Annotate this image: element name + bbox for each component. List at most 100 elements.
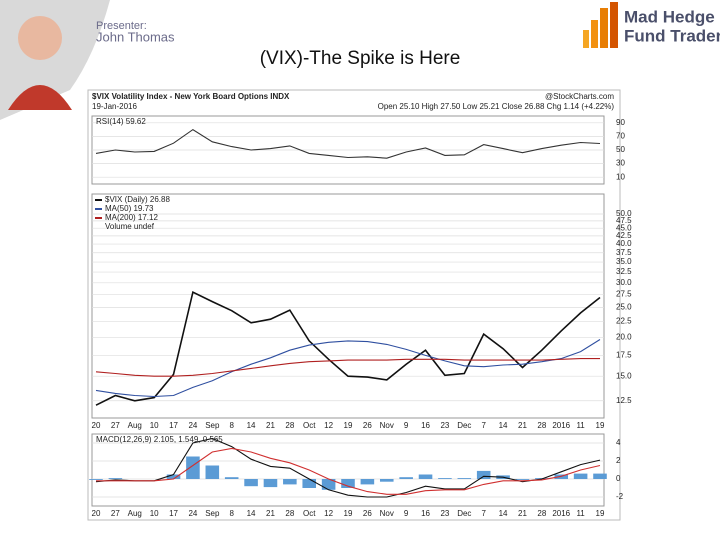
- photo-body: [8, 85, 72, 110]
- histogram-bar: [166, 474, 181, 479]
- x-tick-label: 9: [404, 509, 409, 518]
- histogram-bar: [360, 479, 375, 485]
- y-tick-label: 90: [616, 118, 625, 127]
- histogram-bar: [321, 479, 336, 490]
- chart-source: @StockCharts.com: [545, 92, 614, 101]
- histogram-bar: [263, 479, 278, 488]
- chart-quote: Open 25.10 High 27.50 Low 25.21 Close 26…: [378, 102, 615, 111]
- histogram-bar: [341, 479, 355, 488]
- series-line: [95, 290, 601, 406]
- x-tick-label: Aug: [128, 421, 142, 430]
- histogram-bar: [476, 470, 491, 479]
- x-tick-label: Oct: [303, 421, 316, 430]
- x-tick-label: 21: [266, 509, 275, 518]
- y-tick-label: 10: [616, 172, 625, 181]
- x-tick-label: 14: [499, 421, 508, 430]
- x-tick-label: Sep: [205, 421, 220, 430]
- y-tick-label: 15.0: [616, 371, 632, 380]
- legend-note: Volume undef: [105, 222, 155, 231]
- x-tick-label: Nov: [380, 421, 394, 430]
- x-tick-label: 26: [363, 509, 372, 518]
- histogram-bar: [108, 478, 123, 479]
- panel-frame: [91, 433, 605, 507]
- y-tick-label: 27.5: [616, 290, 632, 299]
- chart-date: 19-Jan-2016: [92, 102, 137, 111]
- x-tick-label: 21: [266, 421, 275, 430]
- x-tick-label: 17: [169, 421, 178, 430]
- logo-mark: [583, 2, 618, 48]
- x-tick-label: 8: [229, 421, 234, 430]
- x-tick-label: Aug: [128, 509, 142, 518]
- histogram-bar: [457, 478, 472, 479]
- x-tick-label: 14: [247, 509, 256, 518]
- histogram-bar: [399, 477, 413, 479]
- y-tick-label: 0: [616, 474, 621, 483]
- x-tick-label: Nov: [380, 509, 394, 518]
- x-tick-label: 7: [481, 421, 486, 430]
- y-tick-label: 47.5: [616, 216, 632, 225]
- histogram-bar: [302, 479, 317, 488]
- panel-frame: [91, 193, 605, 419]
- y-tick-label: 50: [616, 145, 625, 154]
- x-tick-label: 21: [518, 421, 527, 430]
- presenter-label: Presenter:: [96, 20, 147, 32]
- y-tick-label: 22.5: [616, 317, 632, 326]
- y-tick-label: 25.0: [616, 302, 632, 311]
- y-tick-label: 4: [616, 438, 621, 447]
- x-tick-label: 19: [344, 421, 353, 430]
- x-tick-label: 16: [421, 421, 430, 430]
- x-tick-label: 12: [324, 421, 333, 430]
- x-tick-label: 28: [285, 509, 294, 518]
- x-tick-label: Oct: [303, 509, 316, 518]
- logo-line2: Fund Trader: [624, 26, 720, 45]
- x-tick-label: 20: [92, 421, 101, 430]
- x-tick-label: 26: [363, 421, 372, 430]
- legend-text: RSI(14) 59.62: [96, 117, 146, 126]
- y-tick-label: 20.0: [616, 333, 632, 342]
- y-tick-label: 30.0: [616, 278, 632, 287]
- histogram-bar: [418, 474, 433, 479]
- histogram-bar: [379, 479, 394, 482]
- x-tick-label: 2016: [552, 509, 570, 518]
- histogram-bar: [593, 473, 607, 479]
- histogram-bar: [186, 456, 200, 479]
- y-tick-label: 45.0: [616, 223, 632, 232]
- histogram-bar: [573, 473, 588, 479]
- y-tick-label: 32.5: [616, 267, 632, 276]
- y-tick-label: 42.5: [616, 231, 632, 240]
- series-line: [95, 339, 601, 398]
- y-tick-label: -2: [616, 492, 624, 501]
- histogram-bar: [515, 479, 530, 480]
- x-tick-label: 12: [324, 509, 333, 518]
- x-tick-label: 19: [596, 509, 605, 518]
- y-tick-label: 70: [616, 132, 625, 141]
- x-tick-label: 28: [537, 421, 546, 430]
- x-tick-label: Sep: [205, 509, 220, 518]
- histogram-bar: [283, 479, 297, 485]
- x-tick-label: 9: [404, 421, 409, 430]
- series-line: [95, 437, 601, 498]
- legend-text: MA(200) 17.12: [105, 213, 158, 222]
- x-tick-label: 11: [576, 509, 585, 518]
- x-tick-label: 11: [576, 421, 585, 430]
- photo-face: [18, 16, 62, 60]
- legend-text: MACD(12,26,9) 2.105, 1.549, 0.565: [96, 435, 223, 444]
- x-tick-label: 21: [518, 509, 527, 518]
- x-tick-label: 2016: [552, 421, 570, 430]
- x-tick-label: 19: [596, 421, 605, 430]
- histogram-bar: [89, 479, 103, 480]
- x-tick-label: 27: [111, 509, 120, 518]
- presenter-name: John Thomas: [96, 29, 175, 44]
- histogram-bar: [244, 479, 258, 487]
- x-tick-label: 24: [188, 421, 197, 430]
- logo-line1: Mad Hedge: [624, 7, 715, 26]
- histogram-bar: [205, 465, 220, 479]
- histogram-bar: [224, 477, 239, 479]
- y-tick-label: 40.0: [616, 239, 632, 248]
- x-tick-label: 23: [440, 421, 449, 430]
- series-line: [95, 128, 601, 159]
- x-tick-label: 10: [150, 509, 159, 518]
- legend-text: MA(50) 19.73: [105, 204, 154, 213]
- y-tick-label: 2: [616, 456, 621, 465]
